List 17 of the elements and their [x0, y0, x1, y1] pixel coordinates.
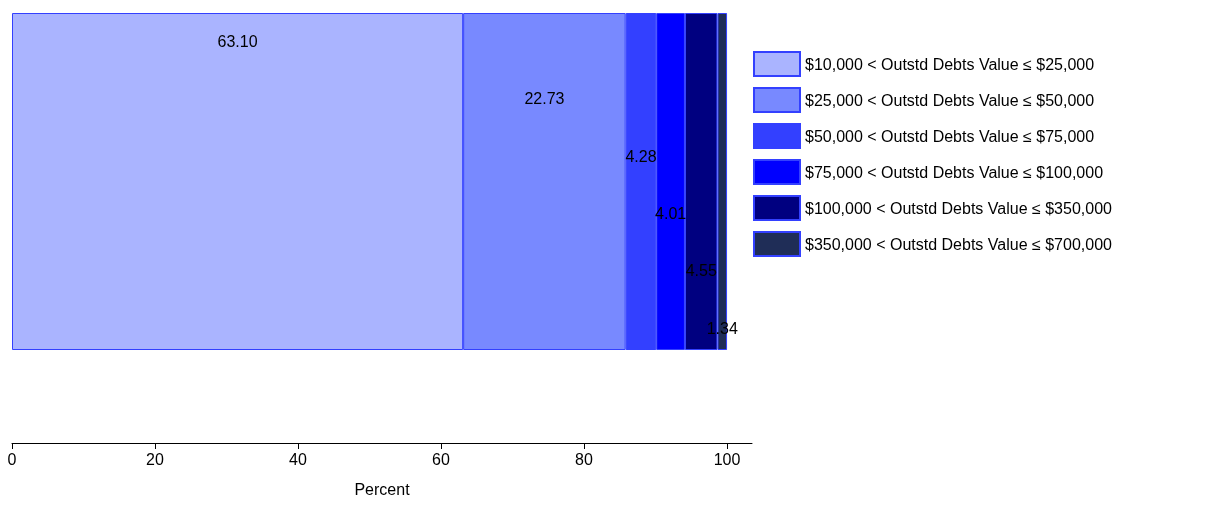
legend-label: $10,000 < Outstd Debts Value ≤ $25,000 — [805, 55, 1095, 73]
x-tick-label: 60 — [432, 450, 450, 468]
x-tick-label: 100 — [713, 450, 741, 468]
data-label: 63.10 — [217, 33, 258, 51]
data-label: 22.73 — [524, 90, 565, 108]
x-axis-title: Percent — [354, 480, 411, 498]
legend-label: $75,000 < Outstd Debts Value ≤ $100,000 — [805, 163, 1104, 181]
legend-label: $350,000 < Outstd Debts Value ≤ $700,000 — [805, 235, 1113, 253]
x-tick-label: 20 — [146, 450, 164, 468]
legend-label: $25,000 < Outstd Debts Value ≤ $50,000 — [805, 91, 1095, 109]
x-tick-label: 0 — [7, 450, 17, 468]
x-tick-label: 40 — [289, 450, 307, 468]
legend-label: $50,000 < Outstd Debts Value ≤ $75,000 — [805, 127, 1095, 145]
data-label: 4.01 — [655, 205, 687, 223]
legend-label: $100,000 < Outstd Debts Value ≤ $350,000 — [805, 199, 1113, 217]
data-label: 4.28 — [625, 147, 657, 165]
x-tick-label: 80 — [575, 450, 593, 468]
